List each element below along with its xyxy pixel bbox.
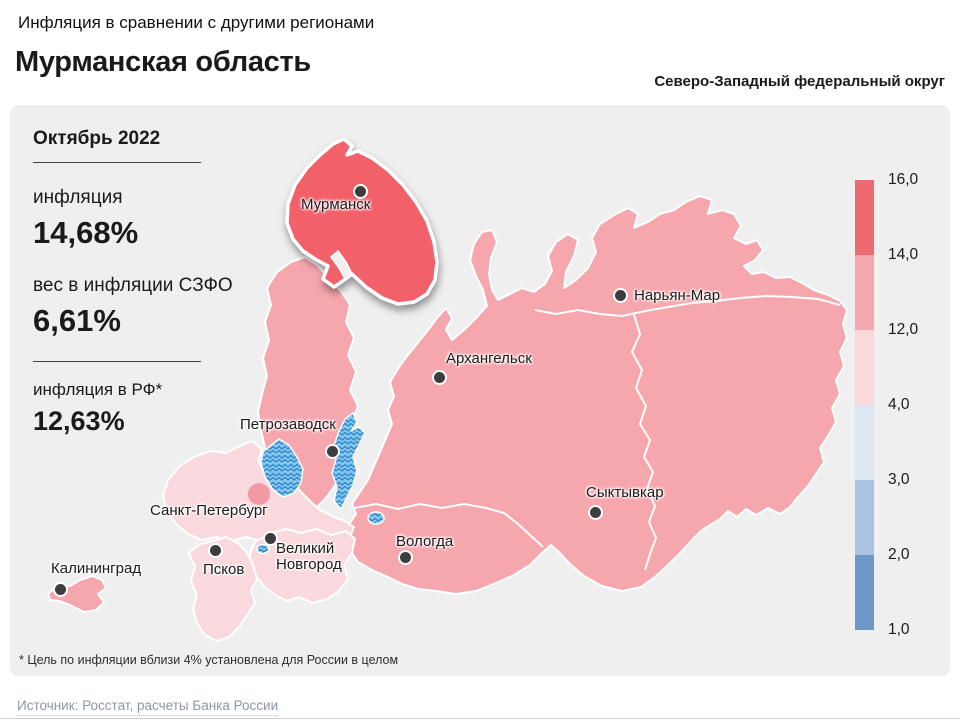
city-label-petrozavodsk: Петрозаводск: [240, 416, 336, 433]
legend-segment-2-1: [855, 555, 874, 630]
city-dot-velikiy-novgorod: [262, 530, 278, 546]
federal-district-label: Северо-Западный федеральный округ: [654, 73, 945, 90]
legend-tick-12: 12,0: [888, 321, 919, 338]
city-circle-saint-petersburg: [248, 483, 270, 505]
legend-tick-14: 14,0: [888, 246, 919, 263]
footnote: * Цель по инфляции вблизи 4% установлена…: [19, 653, 399, 667]
legend-tick-16: 16,0: [888, 171, 919, 188]
legend-segment-14-12: [855, 255, 874, 330]
lake-ilmen: [256, 543, 270, 555]
legend-tick-1: 1,0: [888, 621, 910, 638]
weight-value: 6,61%: [33, 303, 121, 338]
period-label: Октябрь 2022: [33, 128, 201, 163]
city-dot-murmansk: [352, 183, 368, 199]
city-label-saint-petersburg: Санкт-Петербург: [150, 502, 268, 519]
region-kaliningrad[interactable]: [47, 575, 107, 613]
source-attribution: Источник: Росстат, расчеты Банка России: [17, 698, 279, 716]
legend-segment-16-14: [855, 180, 874, 255]
bottom-divider: [0, 718, 960, 719]
color-scale-legend: 16,0 14,0 12,0 4,0 3,0 2,0 1,0: [855, 171, 945, 638]
lake-onega: [331, 411, 366, 511]
legend-segment-12-4: [855, 330, 874, 405]
region-arkhangelsk-nenets-komi-vologda[interactable]: [343, 195, 848, 595]
region-novgorod[interactable]: [249, 528, 356, 604]
city-label-arkhangelsk: Архангельск: [446, 350, 532, 367]
city-label-vologda: Вологда: [396, 533, 454, 550]
info-block: Октябрь 2022 инфляция 14,68% вес в инфля…: [33, 128, 243, 437]
city-label-velikiy-novgorod: Великий Новгород: [276, 540, 342, 573]
page-title: Мурманская область: [15, 46, 311, 78]
rf-inflation-value: 12,63%: [33, 406, 125, 436]
city-dot-petrozavodsk: [324, 443, 340, 459]
inflation-value: 14,68%: [33, 215, 139, 250]
city-label-syktyvkar: Сыктывкар: [586, 484, 664, 501]
city-dot-pskov: [207, 542, 223, 558]
city-label-pskov: Псков: [203, 561, 245, 578]
city-dot-syktyvkar: [587, 504, 603, 520]
city-label-kaliningrad: Калининград: [51, 560, 142, 577]
legend-segment-3-2: [855, 480, 874, 555]
city-dot-arkhangelsk: [431, 369, 447, 385]
city-dot-naryan-mar: [612, 287, 628, 303]
inflation-label: инфляция: [33, 187, 123, 208]
border-komi: [630, 314, 658, 571]
page-kicker: Инфляция в сравнении с другими регионами: [18, 13, 375, 32]
lake-beloye: [367, 511, 385, 525]
murmansk-gulf-notch: [329, 249, 353, 281]
border-vologda: [353, 502, 544, 548]
city-dot-vologda: [397, 549, 413, 565]
lake-ladoga: [260, 438, 304, 498]
region-pskov[interactable]: [188, 536, 258, 642]
legend-segment-4-3: [855, 405, 874, 480]
border-nenets: [534, 294, 841, 318]
legend-tick-2: 2,0: [888, 546, 910, 563]
city-label-murmansk: Мурманск: [301, 196, 371, 213]
legend-color-bar: [855, 180, 874, 630]
legend-tick-3: 3,0: [888, 471, 910, 488]
rf-inflation-label: инфляция в РФ*: [33, 380, 163, 399]
weight-label: вес в инфляции СЗФО: [33, 275, 233, 296]
region-murmansk-highlight[interactable]: [285, 137, 439, 306]
city-dot-kaliningrad: [52, 581, 68, 597]
legend-tick-4: 4,0: [888, 396, 910, 413]
city-label-naryan-mar: Нарьян-Мар: [634, 287, 721, 304]
divider-rule: [33, 361, 201, 362]
